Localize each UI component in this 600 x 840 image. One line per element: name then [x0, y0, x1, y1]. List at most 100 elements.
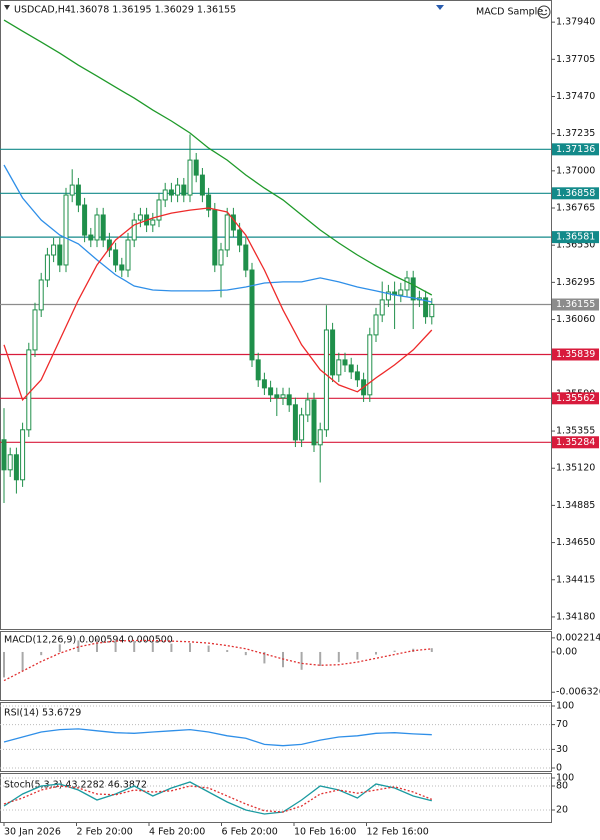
candle-body — [119, 264, 125, 271]
candle-body — [44, 254, 50, 281]
macd-bar — [3, 651, 5, 678]
indicator-line — [3, 728, 432, 747]
macd-bar — [375, 651, 377, 655]
x-tick-label: 6 Feb 20:00 — [222, 827, 278, 838]
macd-bar — [430, 648, 433, 652]
candle-body — [57, 244, 63, 266]
candle-body — [379, 299, 385, 316]
candle-body — [51, 244, 57, 256]
candle-body — [311, 399, 317, 446]
price-level-label: 1.35839 — [556, 349, 595, 360]
candle-body — [193, 159, 199, 176]
candle-body — [305, 399, 311, 416]
candle-body — [1, 439, 7, 471]
indicator-title: Stoch(5,3,3) 43.2282 46.3872 — [4, 780, 147, 791]
candle-body — [63, 194, 69, 266]
candle-body — [404, 277, 410, 291]
y-tick-label: 1.34415 — [556, 574, 595, 585]
candle-body — [373, 314, 379, 336]
y-tick-label: 70 — [556, 719, 568, 730]
indicator-line — [3, 639, 432, 682]
candle-body — [354, 371, 360, 381]
price-level-tag — [552, 348, 599, 361]
candle-body — [156, 199, 162, 221]
y-tick-label: 1.35355 — [556, 426, 595, 437]
price-level-label: 1.36155 — [556, 299, 595, 310]
candle-body — [348, 364, 354, 373]
macd-panel-border — [0, 631, 552, 701]
candle-body — [82, 204, 88, 236]
macd-bar — [151, 642, 154, 652]
candle-body — [299, 414, 305, 441]
y-tick-label: 20 — [556, 805, 568, 816]
macd-bar — [300, 651, 303, 670]
x-tick-label: 4 Feb 20:00 — [149, 827, 205, 838]
candle-body — [75, 184, 81, 206]
candle-body — [88, 234, 94, 241]
candle-body — [26, 349, 32, 431]
candle-body — [7, 454, 13, 471]
macd-bar — [244, 651, 247, 656]
candle-body — [423, 297, 429, 318]
symbol-menu-icon[interactable] — [4, 5, 10, 10]
candle-body — [237, 229, 243, 246]
candle-body — [410, 277, 416, 301]
y-tick-label: 1.36765 — [556, 203, 595, 214]
candle-body — [94, 214, 100, 241]
price-level-tag — [552, 436, 599, 449]
macd-bar — [207, 645, 210, 652]
stoch-panel-border — [0, 773, 552, 823]
candle-body — [274, 394, 280, 399]
candle-body — [385, 291, 391, 301]
candle-body — [255, 359, 261, 381]
candle-body — [181, 184, 187, 196]
main-panel-border — [0, 0, 552, 630]
y-tick-label: 1.34650 — [556, 537, 595, 548]
price-level-label: 1.37136 — [556, 144, 595, 155]
y-tick-label: 1.36530 — [556, 240, 595, 251]
indicator-line — [3, 785, 433, 813]
y-tick-label: 1.37000 — [556, 165, 595, 176]
price-level-label: 1.35562 — [556, 393, 595, 404]
price-level-label: 1.35284 — [556, 437, 595, 448]
y-tick-label: 1.34885 — [556, 500, 595, 511]
indicator-line — [3, 781, 432, 815]
macd-bar — [133, 641, 136, 652]
candle-body — [168, 189, 174, 196]
y-tick-label: 100 — [556, 701, 574, 712]
panel-frames — [0, 0, 552, 823]
candle-body — [113, 249, 119, 266]
x-tick-label: 30 Jan 2026 — [4, 827, 61, 838]
candle-body — [243, 244, 249, 271]
macd-bar — [40, 651, 43, 656]
symbol-label: USDCAD,H4 — [14, 5, 71, 16]
expert-smiley[interactable] — [537, 5, 551, 19]
candle-body — [32, 309, 38, 351]
smiley-mouth — [540, 13, 548, 16]
rsi-panel-border — [0, 702, 552, 772]
price-level-label: 1.36858 — [556, 188, 595, 199]
macd-bar — [337, 651, 340, 663]
y-tick-label: 100 — [556, 773, 574, 784]
macd-bar — [96, 638, 98, 652]
candle-body — [280, 394, 286, 399]
candle-body — [150, 219, 156, 226]
smiley-eye — [545, 9, 547, 12]
x-tick-label: 12 Feb 16:00 — [367, 827, 429, 838]
candle-body — [100, 214, 106, 241]
price-level-tag — [552, 231, 599, 244]
y-tick-label: 1.37940 — [556, 17, 595, 28]
y-tick-label: 30 — [556, 744, 568, 755]
indicator-line — [3, 207, 433, 402]
price-level-tag — [552, 143, 599, 156]
macd-bar — [226, 650, 229, 652]
price-level-tag — [552, 392, 599, 405]
candle-body — [292, 404, 298, 441]
y-tick-label: 1.37470 — [556, 91, 595, 102]
price-level-tag — [552, 187, 599, 200]
candle-body — [268, 387, 274, 396]
candle-body — [175, 184, 181, 196]
candle-body — [323, 329, 329, 431]
indicator-line — [3, 164, 432, 303]
macd-bar — [319, 651, 322, 666]
